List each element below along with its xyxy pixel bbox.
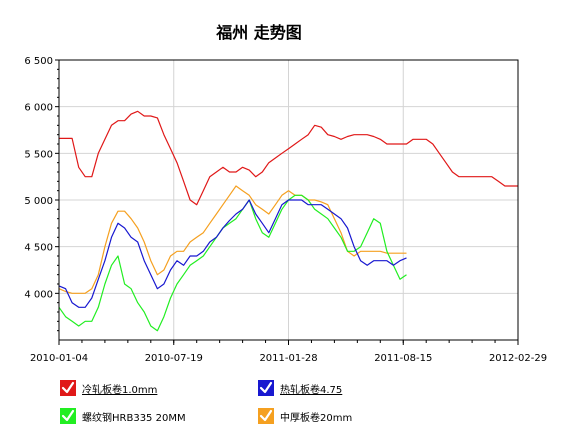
x-axis-ticks: 2010-01-04 2010-07-19 2011-01-28 2011-08-15… bbox=[30, 340, 547, 364]
x-tick-label: 2010-01-04 bbox=[30, 353, 88, 364]
y-tick-label: 4 000 bbox=[24, 289, 53, 300]
plot-frame bbox=[58, 59, 519, 341]
y-tick-label: 6 500 bbox=[24, 56, 53, 67]
y-tick-label: 4 500 bbox=[24, 243, 53, 254]
legend-item-hot-rolled[interactable]: 热轧板卷4.75 bbox=[258, 378, 342, 398]
y-axis-ticks: 4 000 4 500 5 000 5 500 6 000 6 500 bbox=[24, 56, 59, 332]
legend-label: 冷轧板卷1.0mm bbox=[82, 384, 158, 396]
legend-checkbox-icon[interactable] bbox=[258, 380, 274, 396]
x-tick-label: 2012-02-29 bbox=[489, 353, 547, 364]
series-line-cold-rolled bbox=[59, 110, 518, 206]
series-line-rebar bbox=[58, 194, 407, 332]
legend-label: 螺纹钢HRB335 20MM bbox=[82, 412, 186, 424]
chart-title: 福州 走势图 bbox=[215, 23, 302, 42]
legend-item-cold-rolled[interactable]: 冷轧板卷1.0mm bbox=[60, 378, 157, 398]
chart-series bbox=[58, 110, 518, 332]
y-tick-label: 6 000 bbox=[24, 103, 53, 114]
x-tick-label: 2010-07-19 bbox=[145, 353, 203, 364]
legend-checkbox-icon[interactable] bbox=[60, 380, 76, 396]
x-tick-label: 2011-01-28 bbox=[259, 353, 317, 364]
series-line-plate bbox=[58, 185, 407, 294]
legend-label: 热轧板卷4.75 bbox=[280, 384, 343, 396]
y-tick-label: 5 000 bbox=[24, 196, 53, 207]
legend-label: 中厚板卷20mm bbox=[280, 412, 353, 424]
legend-item-plate[interactable]: 中厚板卷20mm bbox=[258, 406, 352, 426]
series-line-hot-rolled bbox=[58, 199, 407, 308]
chart-legend: 冷轧板卷1.0mm 热轧板卷4.75 螺纹钢HRB335 20MM 中厚板卷20… bbox=[0, 372, 563, 442]
x-tick-label: 2011-08-15 bbox=[374, 353, 432, 364]
legend-checkbox-icon[interactable] bbox=[60, 408, 76, 424]
legend-item-rebar[interactable]: 螺纹钢HRB335 20MM bbox=[60, 406, 186, 426]
legend-checkbox-icon[interactable] bbox=[258, 408, 274, 424]
y-tick-label: 5 500 bbox=[24, 149, 53, 160]
line-chart: 福州 走势图 4 000 4 500 5 000 5 500 6 000 6 500 20… bbox=[24, 23, 547, 364]
